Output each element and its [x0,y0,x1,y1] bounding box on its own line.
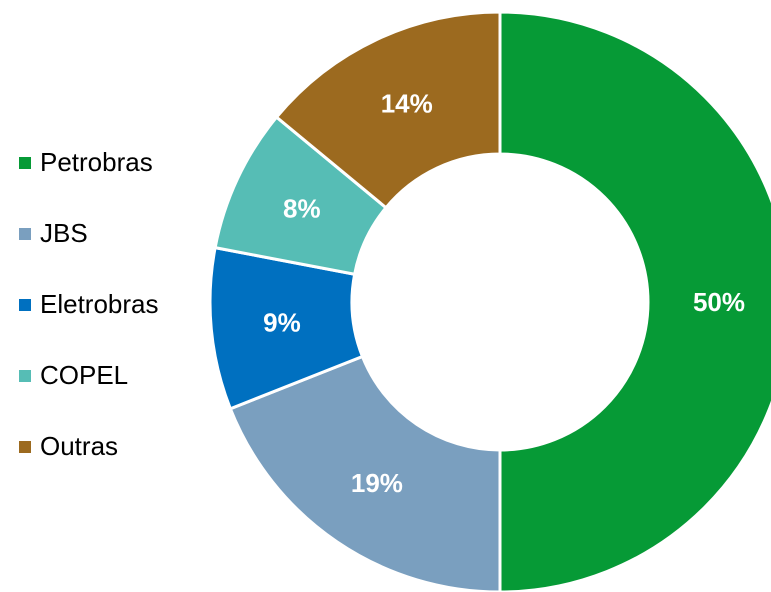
legend-label: Petrobras [40,147,153,177]
legend-label: JBS [40,218,88,248]
legend-swatch [19,441,31,453]
value-label: 8% [283,194,321,224]
donut-slice [274,10,502,210]
value-label: 14% [381,89,433,119]
legend-label: Outras [40,431,118,461]
donut-slice [498,10,771,592]
legend-swatch [19,299,31,311]
legend-label: Eletrobras [40,289,159,319]
legend-swatch [19,228,31,240]
legend-label: COPEL [40,360,128,390]
legend-swatch [19,370,31,382]
value-label: 19% [351,468,403,498]
donut-slice [228,354,502,592]
value-label: 9% [263,307,301,337]
value-label: 50% [693,287,745,317]
legend-swatch [19,157,31,169]
